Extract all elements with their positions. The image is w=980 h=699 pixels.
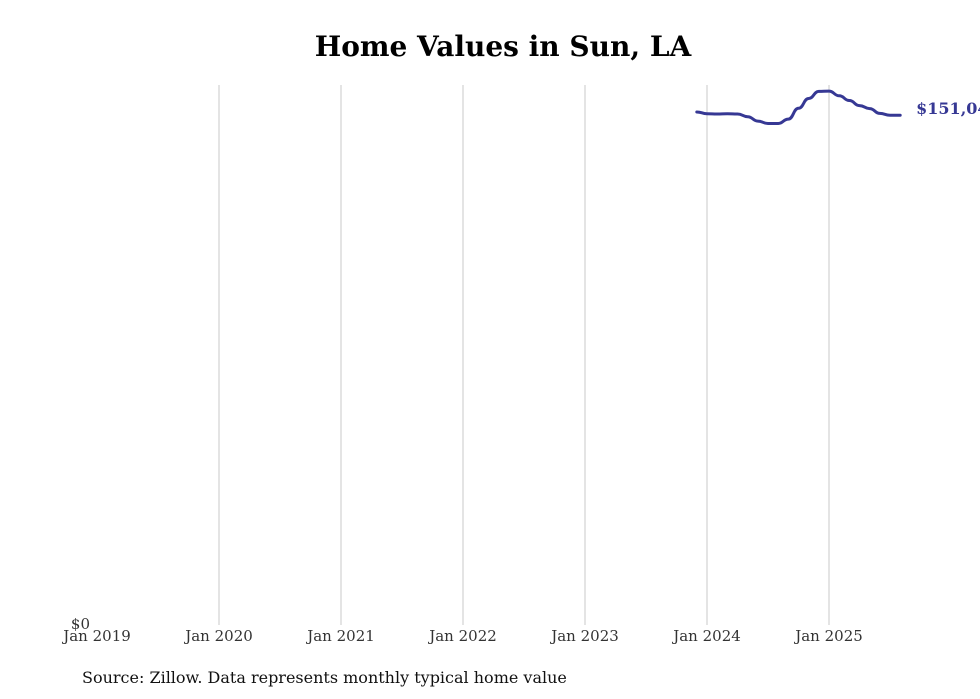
chart-title: Home Values in Sun, LA [314, 30, 692, 63]
home-values-chart: Jan 2019 Jan 2020 Jan 2021 Jan 2022 Jan 2023… [61, 85, 980, 645]
label-layer: Jan 2019 Jan 2020 Jan 2021 Jan 2022 Jan 2023… [61, 99, 980, 645]
line-layer [695, 89, 902, 125]
x-tick-label: Jan 2022 [427, 627, 497, 645]
x-tick-label: Jan 2024 [671, 627, 741, 645]
source-note: Source: Zillow. Data represents monthly … [82, 668, 567, 687]
y-tick-label: $0 [71, 615, 90, 633]
x-tick-label: Jan 2020 [183, 627, 253, 645]
end-value-label: $151,04 [916, 99, 980, 118]
x-tick-label: Jan 2025 [793, 627, 863, 645]
x-tick-label: Jan 2023 [549, 627, 619, 645]
series-line-0 [695, 89, 902, 125]
x-tick-label: Jan 2019 [61, 627, 131, 645]
grid-layer [218, 85, 830, 625]
x-tick-label: Jan 2021 [305, 627, 375, 645]
